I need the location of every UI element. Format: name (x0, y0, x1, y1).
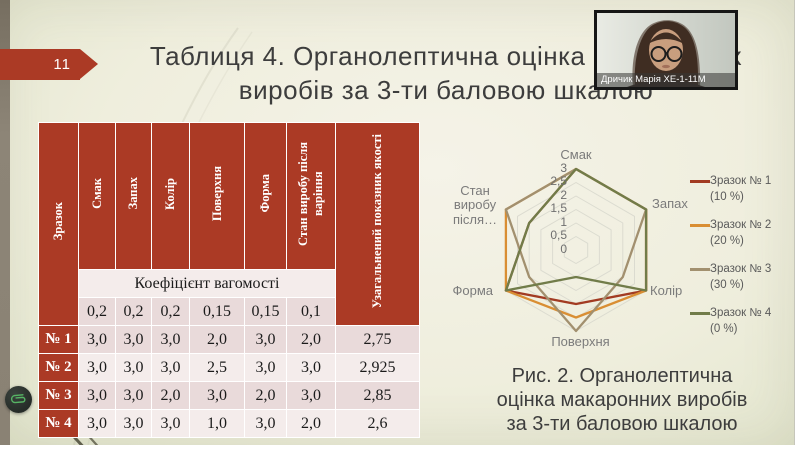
table-row: № 1 3,0 3,0 3,0 2,0 3,0 2,0 2,75 (38, 325, 420, 354)
slide-title-line2: виробів за 3-ти баловою шкалою (238, 74, 654, 105)
slide-left-edge-bar (0, 0, 10, 445)
legend-swatch (690, 180, 710, 183)
annotation-button[interactable] (5, 386, 32, 413)
axis-label-taste: Смак (560, 147, 592, 162)
table-cell: 2,0 (286, 409, 336, 438)
radial-tick: 0 (560, 242, 567, 256)
radar-chart (504, 167, 648, 333)
table-cell: 1,0 (189, 409, 245, 438)
table-cell: 3,0 (151, 353, 190, 382)
table-cell: 2,0 (189, 325, 245, 354)
legend-item: Зразок № 3 (30 %) (690, 262, 794, 293)
col-header-overall-quality: Узагальнений показник якості (335, 122, 420, 326)
page-number-banner: 11 (0, 49, 98, 80)
legend-swatch (690, 268, 710, 272)
table-cell: 3,0 (78, 353, 116, 382)
col-header-smell: Запах (115, 122, 152, 270)
col-header-state-after-cooking: Стан виробу після варіння (286, 122, 336, 270)
table-body: № 1 3,0 3,0 3,0 2,0 3,0 2,0 2,75 № 2 3,0 3,0 3,0 2,5… (38, 325, 420, 438)
radial-tick: 1 (560, 215, 567, 229)
legend-swatch (690, 224, 710, 228)
radial-tick: 2,5 (550, 174, 567, 188)
webcam-video-tile[interactable]: Дричик Марія ХЕ-1-11М (594, 10, 738, 90)
table-cell: № 4 (38, 409, 79, 438)
radial-tick: 1,5 (550, 201, 567, 215)
radial-tick: 3 (560, 161, 567, 175)
table-cell: 3,0 (286, 381, 336, 410)
table-cell: 3,0 (115, 409, 152, 438)
axis-label-surface: Поверхня (551, 334, 610, 349)
legend-label: Зразок № 4 (0 %) (710, 307, 772, 335)
axis-label-smell: Запах (652, 196, 688, 211)
figure-caption: Рис. 2. Органолептична оцінка макаронних… (448, 364, 794, 436)
table-row: № 3 3,0 3,0 2,0 3,0 2,0 3,0 2,85 (38, 381, 420, 410)
legend-item: Зразок № 1 (10 %) (690, 174, 794, 205)
coefficient-row: 0,2 0,2 0,2 0,15 0,15 0,1 (39, 297, 420, 326)
col-header-color: Колір (151, 122, 190, 270)
caption-line: за 3-ти баловою шкалою (506, 413, 738, 435)
coefficient-cell: 0,2 (151, 297, 190, 326)
legend-swatch (690, 312, 710, 316)
table-cell: 3,0 (189, 381, 245, 410)
paperclip-icon (10, 394, 26, 404)
table-cell: 2,0 (244, 381, 287, 410)
table-cell: 2,925 (335, 353, 420, 382)
evaluation-table: Зразок Смак Запах Колір Поверхня Форма С… (38, 122, 420, 438)
table-cell: 3,0 (78, 325, 116, 354)
table-cell: 2,0 (286, 325, 336, 354)
col-header-sample: Зразок (38, 122, 79, 326)
table-cell: 3,0 (115, 353, 152, 382)
table-cell: 2,75 (335, 325, 420, 354)
table-cell: 2,0 (151, 381, 190, 410)
coefficient-cell: 0,15 (244, 297, 287, 326)
page-number: 11 (53, 56, 71, 73)
col-header-surface: Поверхня (189, 122, 245, 270)
table-row: № 4 3,0 3,0 3,0 1,0 3,0 2,0 2,6 (38, 409, 420, 438)
table-cell: № 1 (38, 325, 79, 354)
table-cell: № 3 (38, 381, 79, 410)
radial-tick: 0,5 (550, 228, 567, 242)
table-row: № 2 3,0 3,0 3,0 2,5 3,0 3,0 2,925 (38, 353, 420, 382)
table-cell: 3,0 (244, 409, 287, 438)
axis-label-state: Стан виробу після… (452, 183, 498, 227)
coefficient-cell: 0,15 (189, 297, 245, 326)
coefficient-header: Коефіцієнт вагомості (78, 269, 336, 298)
col-header-shape: Форма (244, 122, 287, 270)
coefficient-cell: 0,2 (115, 297, 152, 326)
col-header-taste: Смак (78, 122, 116, 270)
axis-label-shape: Форма (452, 283, 493, 298)
caption-line: оцінка макаронних виробів (496, 389, 748, 411)
legend-label: Зразок № 3 (30 %) (710, 263, 772, 291)
table-cell: 3,0 (115, 325, 152, 354)
table-cell: 2,5 (189, 353, 245, 382)
table-cell: 3,0 (286, 353, 336, 382)
coefficient-cell: 0,2 (78, 297, 116, 326)
table-cell: 3,0 (78, 409, 116, 438)
participant-name: Дричик Марія ХЕ-1-11М (597, 73, 735, 87)
legend-item: Зразок № 2 (20 %) (690, 218, 794, 249)
table-cell: № 2 (38, 353, 79, 382)
table-cell: 3,0 (151, 409, 190, 438)
chart-legend: Зразок № 1 (10 %) Зразок № 2 (20 %) Зразок… (690, 174, 794, 337)
radial-tick: 2 (560, 188, 567, 202)
legend-label: Зразок № 2 (20 %) (710, 219, 772, 247)
table-cell: 3,0 (78, 381, 116, 410)
table-cell: 3,0 (115, 381, 152, 410)
caption-line: Рис. 2. Органолептична (511, 365, 733, 387)
legend-item: Зразок № 4 (0 %) (690, 306, 794, 337)
table-cell: 2,6 (335, 409, 420, 438)
table-cell: 3,0 (151, 325, 190, 354)
table-cell: 2,85 (335, 381, 420, 410)
table-cell: 3,0 (244, 325, 287, 354)
table-cell: 3,0 (244, 353, 287, 382)
axis-label-color: Колір (650, 283, 683, 298)
coefficient-cell: 0,1 (286, 297, 336, 326)
legend-label: Зразок № 1 (10 %) (710, 175, 772, 203)
